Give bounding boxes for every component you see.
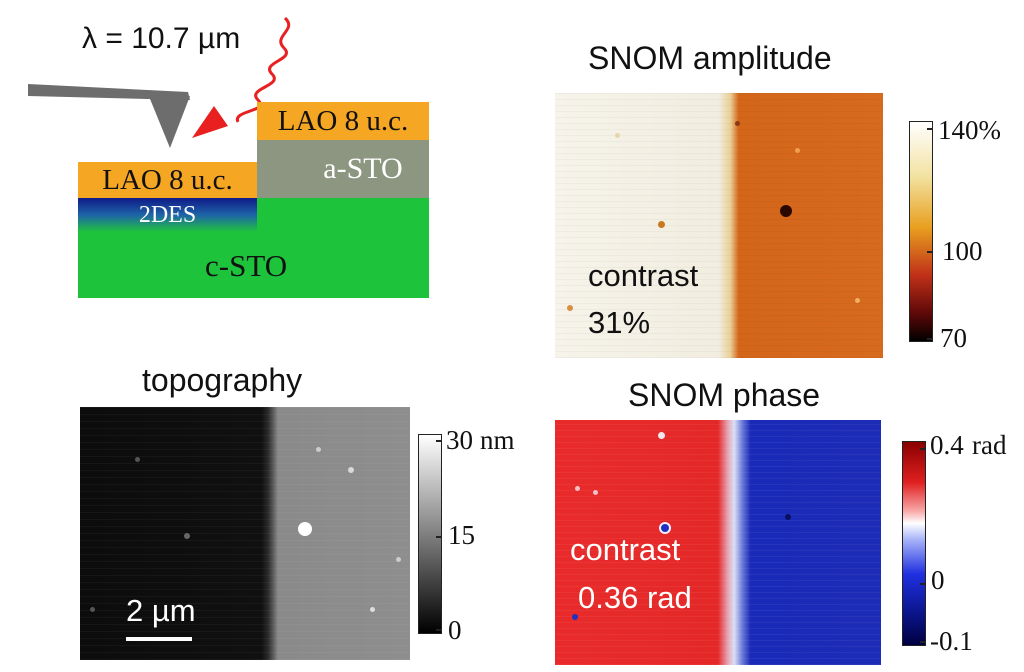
lao-right-layer: LAO 8 u.c. — [257, 102, 429, 140]
amplitude-particle — [567, 305, 573, 311]
amplitude-title: SNOM amplitude — [588, 40, 832, 76]
phase-colorbar-unit: rad — [972, 430, 1007, 460]
topography-title: topography — [142, 362, 303, 398]
phase-colorbar — [902, 441, 926, 646]
phase-particle — [785, 514, 791, 520]
topography-colorbar-tick — [436, 440, 442, 442]
topography-map: 2 µm — [80, 407, 410, 660]
phase-title: SNOM phase — [628, 377, 821, 413]
topography-colorbar-mid: 15 — [448, 520, 475, 550]
phase-colorbar-mid: 0 — [931, 565, 945, 595]
topography-particle — [90, 607, 95, 612]
amplitude-colorbar — [909, 121, 933, 342]
amplitude-particle — [795, 148, 800, 153]
amplitude-contrast-value: 31% — [588, 305, 651, 340]
phase-particle — [575, 486, 580, 491]
amplitude-map — [555, 93, 883, 358]
amplitude-particle — [658, 221, 665, 228]
amplitude-colorbar-tick — [927, 128, 933, 130]
phase-contrast-value: 0.36 rad — [578, 580, 692, 615]
topography-particle — [298, 522, 312, 536]
two-des-layer: 2DES — [78, 198, 257, 232]
amplitude-colorbar-tick — [927, 338, 933, 340]
amplitude-colorbar-tick — [927, 251, 933, 253]
afm-tip-icon — [28, 84, 190, 148]
phase-colorbar-tick — [920, 583, 926, 585]
lao-right-label: LAO 8 u.c. — [277, 104, 409, 137]
topography-colorbar-tick — [436, 536, 442, 538]
phase-particle — [659, 522, 671, 534]
phase-colorbar-max: 0.4 — [930, 430, 964, 460]
lao-left-layer: LAO 8 u.c. — [78, 162, 257, 198]
topography-colorbar-unit: nm — [480, 425, 515, 455]
topography-scalebar-label: 2 µm — [126, 593, 196, 628]
amplitude-defect — [780, 205, 792, 217]
topography-particle — [135, 457, 140, 462]
a-sto-layer: a-STO — [257, 140, 429, 198]
phase-particle — [658, 432, 665, 439]
amplitude-colorbar-max: 140% — [938, 115, 1001, 145]
two-des-label: 2DES — [138, 201, 197, 228]
phase-colorbar-tick — [920, 641, 926, 643]
amplitude-colorbar-mid: 100 — [942, 236, 983, 266]
topography-colorbar-tick — [436, 629, 442, 631]
phase-contrast-label: contrast — [570, 532, 681, 567]
topography-scalebar — [126, 637, 192, 641]
c-sto-label: c-STO — [205, 248, 288, 283]
sample-schematic: λ = 10.7 µm LAO 8 u.c. a-STO LAO 8 u.c. … — [0, 0, 470, 330]
phase-particle — [593, 490, 598, 495]
a-sto-label: a-STO — [323, 152, 403, 185]
topography-colorbar-min: 0 — [448, 615, 462, 645]
lao-left-label: LAO 8 u.c. — [102, 163, 233, 196]
phase-colorbar-tick — [920, 448, 926, 450]
amplitude-particle — [735, 121, 740, 126]
phase-particle — [572, 614, 578, 620]
topography-colorbar — [418, 434, 442, 634]
wavelength-label: λ = 10.7 µm — [82, 22, 241, 55]
topography-particle — [370, 607, 375, 612]
topography-particle — [316, 447, 321, 452]
amplitude-particle — [855, 298, 860, 303]
amplitude-texture — [555, 93, 883, 358]
topography-particle — [184, 533, 190, 539]
topography-colorbar-max: 30 — [446, 425, 473, 455]
topography-texture — [80, 407, 410, 660]
amplitude-colorbar-min: 70 — [940, 323, 967, 353]
phase-colorbar-min: -0.1 — [930, 626, 973, 656]
phase-texture — [555, 420, 881, 665]
amplitude-particle — [615, 133, 620, 138]
topography-particle — [396, 557, 401, 562]
phase-map — [555, 420, 881, 665]
topography-particle — [348, 467, 354, 473]
laser-arrowhead — [192, 106, 228, 138]
amplitude-contrast-label: contrast — [588, 258, 699, 293]
